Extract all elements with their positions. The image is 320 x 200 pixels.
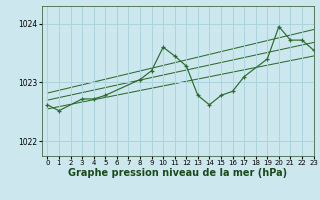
X-axis label: Graphe pression niveau de la mer (hPa): Graphe pression niveau de la mer (hPa) [68,168,287,178]
